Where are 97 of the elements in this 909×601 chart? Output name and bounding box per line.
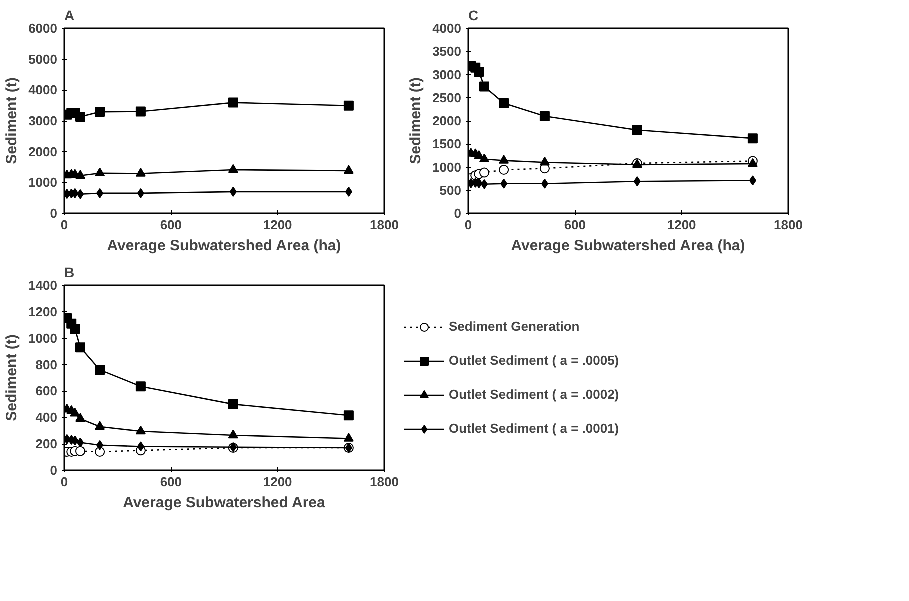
- point: [500, 178, 508, 189]
- point: [749, 176, 756, 186]
- point: [499, 165, 510, 176]
- point: [76, 342, 86, 353]
- point: [480, 168, 490, 178]
- point: [136, 382, 146, 392]
- point: [76, 446, 86, 456]
- y-tick-label: 1500: [432, 136, 462, 152]
- point: [632, 125, 642, 136]
- point: [137, 188, 144, 198]
- point: [72, 188, 79, 198]
- point: [70, 408, 80, 417]
- point: [499, 155, 510, 164]
- y-tick-label: 3000: [432, 67, 462, 82]
- chart-title: C: [468, 8, 479, 24]
- legend-label: Outlet Sediment ( a = .0005): [449, 353, 620, 368]
- legend-label: Outlet Sediment ( a = .0001): [449, 421, 620, 436]
- y-tick-label: 3500: [432, 44, 462, 60]
- legend-label: Sediment Generation: [449, 319, 580, 334]
- point: [76, 170, 86, 179]
- point: [95, 421, 106, 430]
- point: [76, 413, 86, 422]
- y-tick-label: 500: [440, 182, 462, 198]
- x-tick-label: 1800: [370, 218, 399, 232]
- y-tick-label: 5000: [28, 52, 58, 67]
- point: [480, 82, 490, 92]
- y-tick-label: 1000: [28, 330, 58, 346]
- y-tick-label: 200: [36, 436, 58, 452]
- point: [228, 98, 238, 108]
- y-tick-label: 2000: [28, 144, 58, 160]
- point: [136, 106, 146, 117]
- x-tick-label: 0: [464, 218, 472, 232]
- point: [541, 178, 548, 189]
- y-tick-label: 400: [36, 410, 58, 426]
- y-tick-label: 2500: [432, 90, 462, 106]
- y-tick-label: 1000: [28, 175, 58, 190]
- y-tick-label: 0: [454, 206, 462, 221]
- point: [70, 324, 80, 334]
- y-tick-label: 800: [36, 357, 58, 372]
- point: [344, 100, 354, 111]
- point: [137, 442, 144, 452]
- point: [344, 410, 354, 421]
- y-tick-label: 1000: [432, 160, 462, 175]
- point: [540, 156, 550, 166]
- x-tick-label: 1800: [370, 474, 399, 490]
- point: [228, 164, 238, 174]
- point: [76, 112, 86, 122]
- point: [95, 447, 106, 457]
- x-tick-label: 1800: [774, 218, 803, 232]
- point: [480, 154, 490, 162]
- point: [96, 440, 104, 450]
- x-tick-label: 600: [160, 218, 182, 232]
- y-tick-label: 1400: [28, 278, 58, 293]
- point: [136, 168, 146, 177]
- point: [230, 186, 237, 197]
- point: [634, 176, 641, 187]
- x-tick-label: 1200: [263, 218, 292, 232]
- point: [474, 66, 484, 77]
- x-tick-label: 0: [60, 218, 68, 232]
- legend-label: Outlet Sediment ( a = .0002): [449, 387, 620, 402]
- chart-title: A: [64, 8, 75, 24]
- x-axis-title: Average Subwatershed Area (ha): [107, 238, 342, 254]
- x-axis-title: Average Subwatershed Area (ha): [511, 238, 746, 254]
- x-tick-label: 1200: [263, 474, 292, 490]
- point: [344, 165, 354, 174]
- point: [96, 188, 104, 198]
- point: [476, 178, 483, 188]
- chart-title: B: [64, 264, 75, 280]
- y-axis-title: Sediment (t): [4, 334, 21, 422]
- point: [228, 399, 238, 410]
- point: [95, 365, 106, 376]
- point: [95, 107, 106, 118]
- point: [72, 436, 79, 446]
- point: [95, 168, 106, 177]
- y-tick-label: 6000: [28, 21, 58, 36]
- point: [344, 433, 354, 442]
- y-tick-label: 2000: [432, 114, 462, 128]
- x-tick-label: 600: [564, 218, 586, 232]
- x-tick-label: 600: [160, 474, 182, 490]
- point: [228, 430, 238, 439]
- point: [345, 186, 352, 197]
- point: [748, 134, 758, 144]
- point: [136, 426, 146, 435]
- y-tick-label: 4000: [28, 82, 58, 98]
- x-tick-label: 1200: [667, 218, 696, 232]
- y-tick-label: 4000: [432, 21, 462, 36]
- y-tick-label: 3000: [28, 114, 58, 128]
- y-tick-label: 600: [36, 384, 58, 399]
- x-axis-title: Average Subwatershed Area: [123, 494, 326, 512]
- point: [499, 98, 510, 108]
- y-tick-label: 1200: [28, 304, 58, 320]
- y-axis-title: Sediment (t): [4, 78, 21, 164]
- x-tick-label: 0: [60, 474, 68, 490]
- point: [540, 111, 550, 122]
- y-tick-label: 0: [50, 463, 58, 478]
- y-axis-title: Sediment (t): [408, 78, 425, 164]
- y-tick-label: 0: [50, 206, 58, 221]
